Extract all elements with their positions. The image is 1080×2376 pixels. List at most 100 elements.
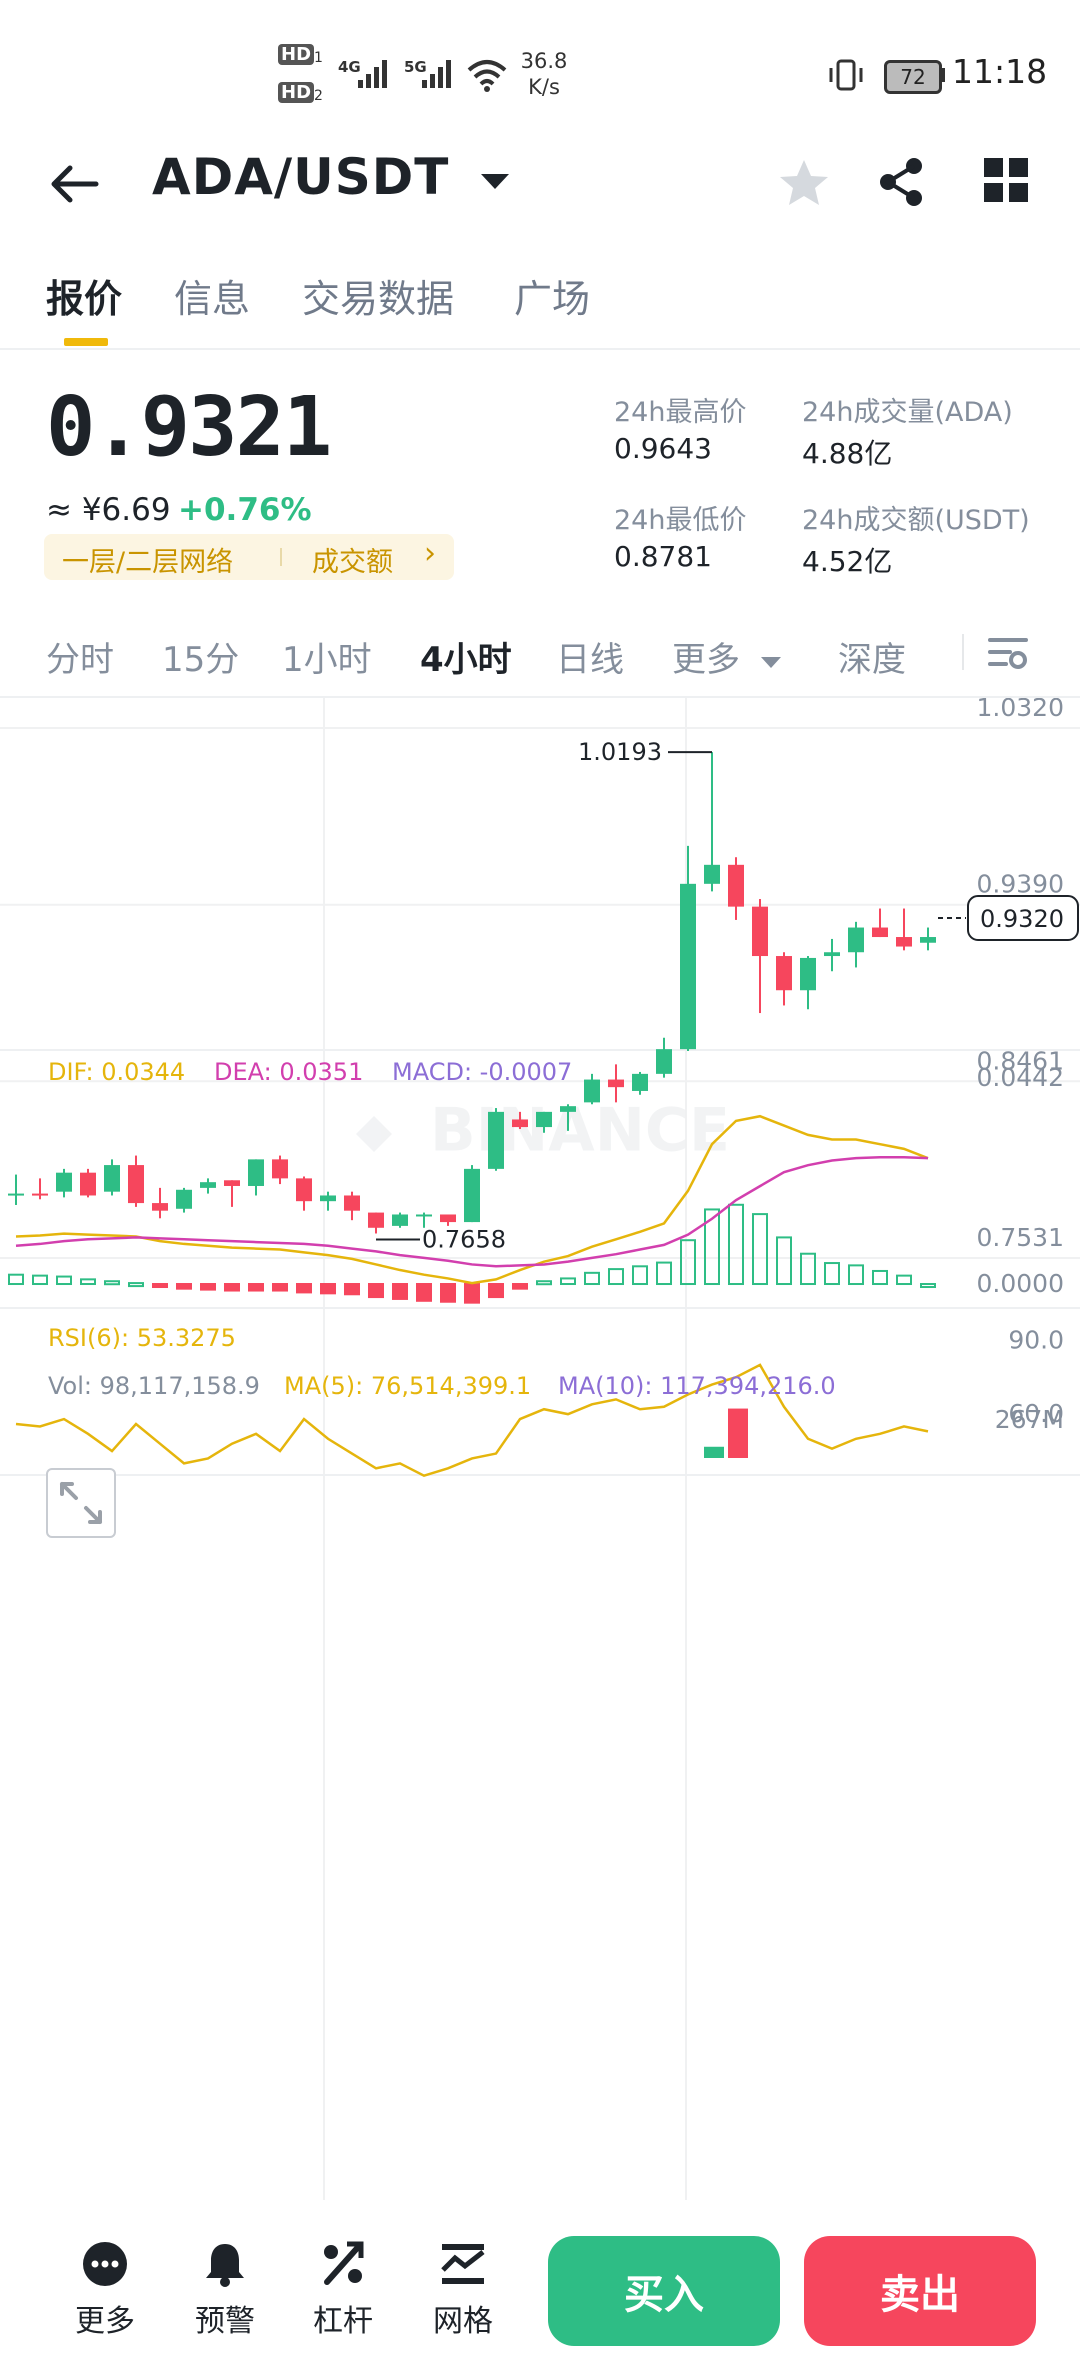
candle-body xyxy=(776,956,792,991)
high-value: 0.9643 xyxy=(614,432,712,465)
candle-body xyxy=(416,1214,432,1217)
vibrate-icon xyxy=(829,59,863,91)
interval-4h[interactable]: 4小时 xyxy=(420,640,512,680)
star-icon[interactable] xyxy=(776,156,832,210)
tab-quote[interactable]: 报价 xyxy=(46,277,123,321)
candle xyxy=(152,1187,168,1219)
low-value: 0.8781 xyxy=(614,540,712,573)
bottom-grid[interactable]: 网格 xyxy=(418,2238,508,2340)
interval-1d[interactable]: 日线 xyxy=(556,640,624,680)
bottom-grid-label: 网格 xyxy=(433,2304,493,2339)
share-icon[interactable] xyxy=(876,156,926,208)
interval-depth[interactable]: 深度 xyxy=(838,640,906,680)
kline-chart[interactable]: BINANCE 1.0320 0.9390 0.8461 0.7531 1.0193 0… xyxy=(0,698,1080,2200)
bottom-more[interactable]: 更多 xyxy=(60,2238,150,2340)
chart-settings-icon[interactable] xyxy=(988,634,1028,672)
candle-body xyxy=(8,1193,24,1196)
candle xyxy=(368,1212,384,1234)
interval-timeline[interactable]: 分时 xyxy=(46,640,114,680)
candle-body xyxy=(56,1172,72,1192)
rsi-line xyxy=(15,1363,929,1478)
candle xyxy=(632,1071,648,1095)
interval-more-label: 更多 xyxy=(672,640,740,680)
candle xyxy=(488,1108,504,1171)
candle xyxy=(80,1168,96,1198)
hd2-badge: HD xyxy=(278,82,315,103)
macd-bar xyxy=(440,1283,456,1303)
macd-bar xyxy=(32,1274,48,1286)
macd-bar xyxy=(344,1283,360,1296)
macd-tick-label: 0.0000 xyxy=(977,1269,1064,1298)
interval-more[interactable]: 更多 xyxy=(672,632,783,681)
category-tag[interactable] xyxy=(44,534,454,580)
macd-bar xyxy=(680,1239,696,1286)
current-price-label: 0.9320 xyxy=(980,905,1064,933)
bottom-alert[interactable]: 预警 xyxy=(180,2238,270,2340)
candle-body xyxy=(272,1159,288,1179)
candle xyxy=(536,1111,552,1133)
buy-button[interactable]: 买入 xyxy=(548,2236,780,2346)
hd2-sub: 2 xyxy=(314,88,323,104)
tag-arrow-icon: › xyxy=(424,536,436,571)
macd-bar xyxy=(584,1271,600,1286)
price-tick-label: 0.9390 xyxy=(977,870,1064,899)
clock: 11:18 xyxy=(952,52,1048,91)
candle xyxy=(128,1155,144,1207)
hd1-badge: HD xyxy=(278,44,315,65)
candle-body xyxy=(536,1111,552,1128)
signal-icon-2 xyxy=(422,60,451,88)
net1-label: 4G xyxy=(338,58,361,76)
arrow-left-icon[interactable] xyxy=(48,162,100,206)
interval-15m[interactable]: 15分 xyxy=(162,640,240,680)
watermark: BINANCE xyxy=(356,1096,730,1166)
bottom-alert-label: 预警 xyxy=(195,2304,255,2339)
macd-bar xyxy=(704,1208,720,1286)
macd-bar xyxy=(152,1283,168,1289)
macd-bar xyxy=(656,1261,672,1286)
candle xyxy=(560,1104,576,1131)
watermark-text: BINANCE xyxy=(430,1096,730,1166)
cny-price: ≈ ¥6.69 xyxy=(46,492,171,528)
candle-body xyxy=(344,1195,360,1211)
volume-value: 4.88亿 xyxy=(802,437,893,470)
macd-bar xyxy=(128,1282,144,1288)
tab-trading-data[interactable]: 交易数据 xyxy=(302,277,455,321)
pair-selector[interactable]: ADA/USDT xyxy=(152,148,512,206)
candle-body xyxy=(248,1159,264,1186)
candle xyxy=(416,1212,432,1228)
macd-bar xyxy=(632,1265,648,1286)
last-price: 0.9321 xyxy=(46,380,332,475)
candle xyxy=(824,938,840,972)
header xyxy=(0,140,1080,280)
tab-info[interactable]: 信息 xyxy=(174,277,251,321)
macd-panel: DIF: 0.0344 DEA: 0.0351 MACD: -0.0007 0.044… xyxy=(8,1058,1064,1304)
candle-body xyxy=(848,927,864,953)
grid-icon[interactable] xyxy=(984,158,1028,202)
candle-body xyxy=(704,864,720,884)
battery-tip xyxy=(941,68,945,82)
macd-bar xyxy=(80,1278,96,1286)
candle xyxy=(32,1178,48,1200)
fullscreen-button[interactable] xyxy=(46,1468,116,1538)
tab-underline xyxy=(64,338,108,346)
macd-bar xyxy=(464,1283,480,1304)
tab-square[interactable]: 广场 xyxy=(514,277,591,321)
interval-1h[interactable]: 1小时 xyxy=(282,640,372,680)
sell-button[interactable]: 卖出 xyxy=(804,2236,1036,2346)
volume-bar xyxy=(704,1446,724,1458)
candle-body xyxy=(152,1203,168,1211)
macd-bar xyxy=(800,1252,816,1286)
volume-panel: Vol: 98,117,158.9 MA(5): 76,514,399.1 MA(1… xyxy=(48,1372,1064,1458)
candle-body xyxy=(464,1168,480,1223)
candle-body xyxy=(584,1079,600,1103)
caret-down-icon xyxy=(760,657,781,668)
macd-bar xyxy=(872,1269,888,1286)
macd-bar xyxy=(104,1280,120,1286)
candle-body xyxy=(920,937,936,943)
macd-bar xyxy=(176,1283,192,1290)
candle-body xyxy=(440,1214,456,1223)
amount-value: 4.52亿 xyxy=(802,545,893,578)
bottom-leverage[interactable]: 杠杆 xyxy=(298,2238,388,2340)
battery-indicator: 72 xyxy=(884,60,942,94)
candle xyxy=(656,1037,672,1078)
